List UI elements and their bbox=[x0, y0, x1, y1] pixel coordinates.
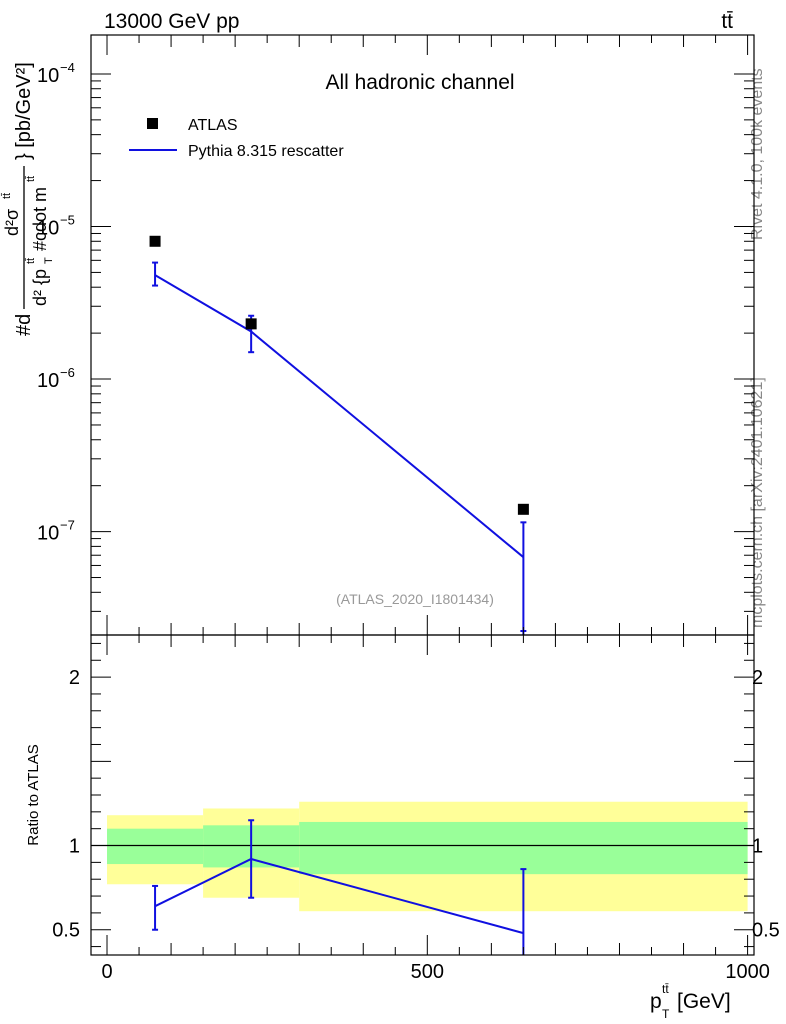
rivet-version-label: Rivet 4.1.0, 100k events bbox=[749, 68, 766, 240]
atlas-data-point bbox=[149, 235, 161, 247]
ratio-inner-band bbox=[299, 821, 748, 875]
main-y-tick-exponent: −5 bbox=[60, 212, 75, 227]
xlabel-sup: tt̄ bbox=[662, 982, 669, 996]
main-axis-ticks bbox=[91, 35, 754, 635]
ylabel-numerator-sup: tt̄ bbox=[1, 193, 13, 199]
mcplots-label: mcplots.cern.ch [arXiv:2401.10621] bbox=[749, 377, 766, 628]
x-tick-label: 500 bbox=[411, 961, 444, 983]
ylabel-denominator: d² {p bbox=[30, 269, 50, 306]
legend: ATLAS Pythia 8.315 rescatter bbox=[129, 117, 344, 160]
x-tick-labels: 0 500 1000 bbox=[101, 961, 769, 983]
ylabel-units: } [pb/GeV²] bbox=[13, 62, 35, 160]
main-y-tick-label: 10 bbox=[37, 65, 59, 87]
ylabel-denominator-sup: tt̄ bbox=[25, 258, 37, 264]
atlas-data-point bbox=[517, 503, 529, 515]
ylabel-hash-d: #d bbox=[13, 314, 35, 336]
ratio-y-tick-label: 0.5 bbox=[52, 920, 80, 942]
atlas-data-point bbox=[245, 318, 257, 330]
main-y-tick-exponent: −6 bbox=[60, 365, 75, 380]
main-y-tick-exponent: −4 bbox=[60, 60, 75, 75]
ratio-y-axis-label: Ratio to ATLAS bbox=[25, 744, 42, 845]
ratio-y-tick-label-right: 1 bbox=[752, 836, 763, 858]
ratio-y-tick-label: 2 bbox=[69, 667, 80, 689]
process-label: tt̄ bbox=[721, 10, 733, 33]
ratio-y-tick-label-right: 0.5 bbox=[752, 920, 780, 942]
legend-atlas-marker bbox=[147, 118, 158, 129]
xlabel-units: [GeV] bbox=[677, 990, 731, 1013]
legend-atlas-label: ATLAS bbox=[188, 117, 238, 134]
main-y-tick-exponent: −7 bbox=[60, 518, 75, 533]
xlabel-p: p bbox=[650, 990, 662, 1013]
x-axis-label: p tt̄ T [GeV] bbox=[650, 982, 731, 1021]
main-y-axis-label: #d d²σ tt̄ d² {p tt̄ T #cdot m tt̄ } [pb… bbox=[1, 62, 55, 336]
main-y-tick-label: 10 bbox=[37, 217, 59, 239]
main-y-tick-label: 10 bbox=[37, 370, 59, 392]
main-y-tick-labels: 10−410−510−610−7 bbox=[37, 60, 75, 545]
ratio-axis-ticks bbox=[91, 635, 754, 955]
ratio-y-tick-labels: 0.5 0.5 1 1 2 2 bbox=[52, 667, 780, 942]
ratio-plot-area bbox=[91, 819, 754, 955]
legend-pythia-label: Pythia 8.315 rescatter bbox=[188, 143, 344, 160]
pythia-line bbox=[154, 274, 525, 558]
main-panel: 10−410−510−610−7 All hadronic channel (A… bbox=[1, 34, 755, 636]
main-y-tick-label: 10 bbox=[37, 523, 59, 545]
x-tick-label: 1000 bbox=[725, 961, 770, 983]
x-tick-label: 0 bbox=[101, 961, 112, 983]
ratio-inner-band bbox=[107, 828, 204, 865]
ylabel-m-sup: tt̄ bbox=[25, 176, 37, 182]
analysis-label: (ATLAS_2020_I1801434) bbox=[336, 591, 494, 607]
ratio-y-tick-label: 1 bbox=[69, 836, 80, 858]
ylabel-cdot-m: #cdot m bbox=[30, 187, 50, 251]
ratio-panel: 0.5 0.5 1 1 2 2 0 500 1000 Ratio to ATLAS p tt̄… bbox=[25, 634, 780, 1021]
energy-label: 13000 GeV pp bbox=[104, 10, 239, 33]
ylabel-numerator: d²σ bbox=[2, 209, 22, 236]
xlabel-sub: T bbox=[662, 1007, 670, 1021]
ratio-uncertainty-bands bbox=[107, 801, 748, 912]
ylabel-denominator-sub: T bbox=[43, 257, 55, 264]
ratio-y-tick-label-right: 2 bbox=[752, 667, 763, 689]
chart-title: All hadronic channel bbox=[325, 71, 514, 94]
main-plot-area bbox=[149, 235, 529, 635]
